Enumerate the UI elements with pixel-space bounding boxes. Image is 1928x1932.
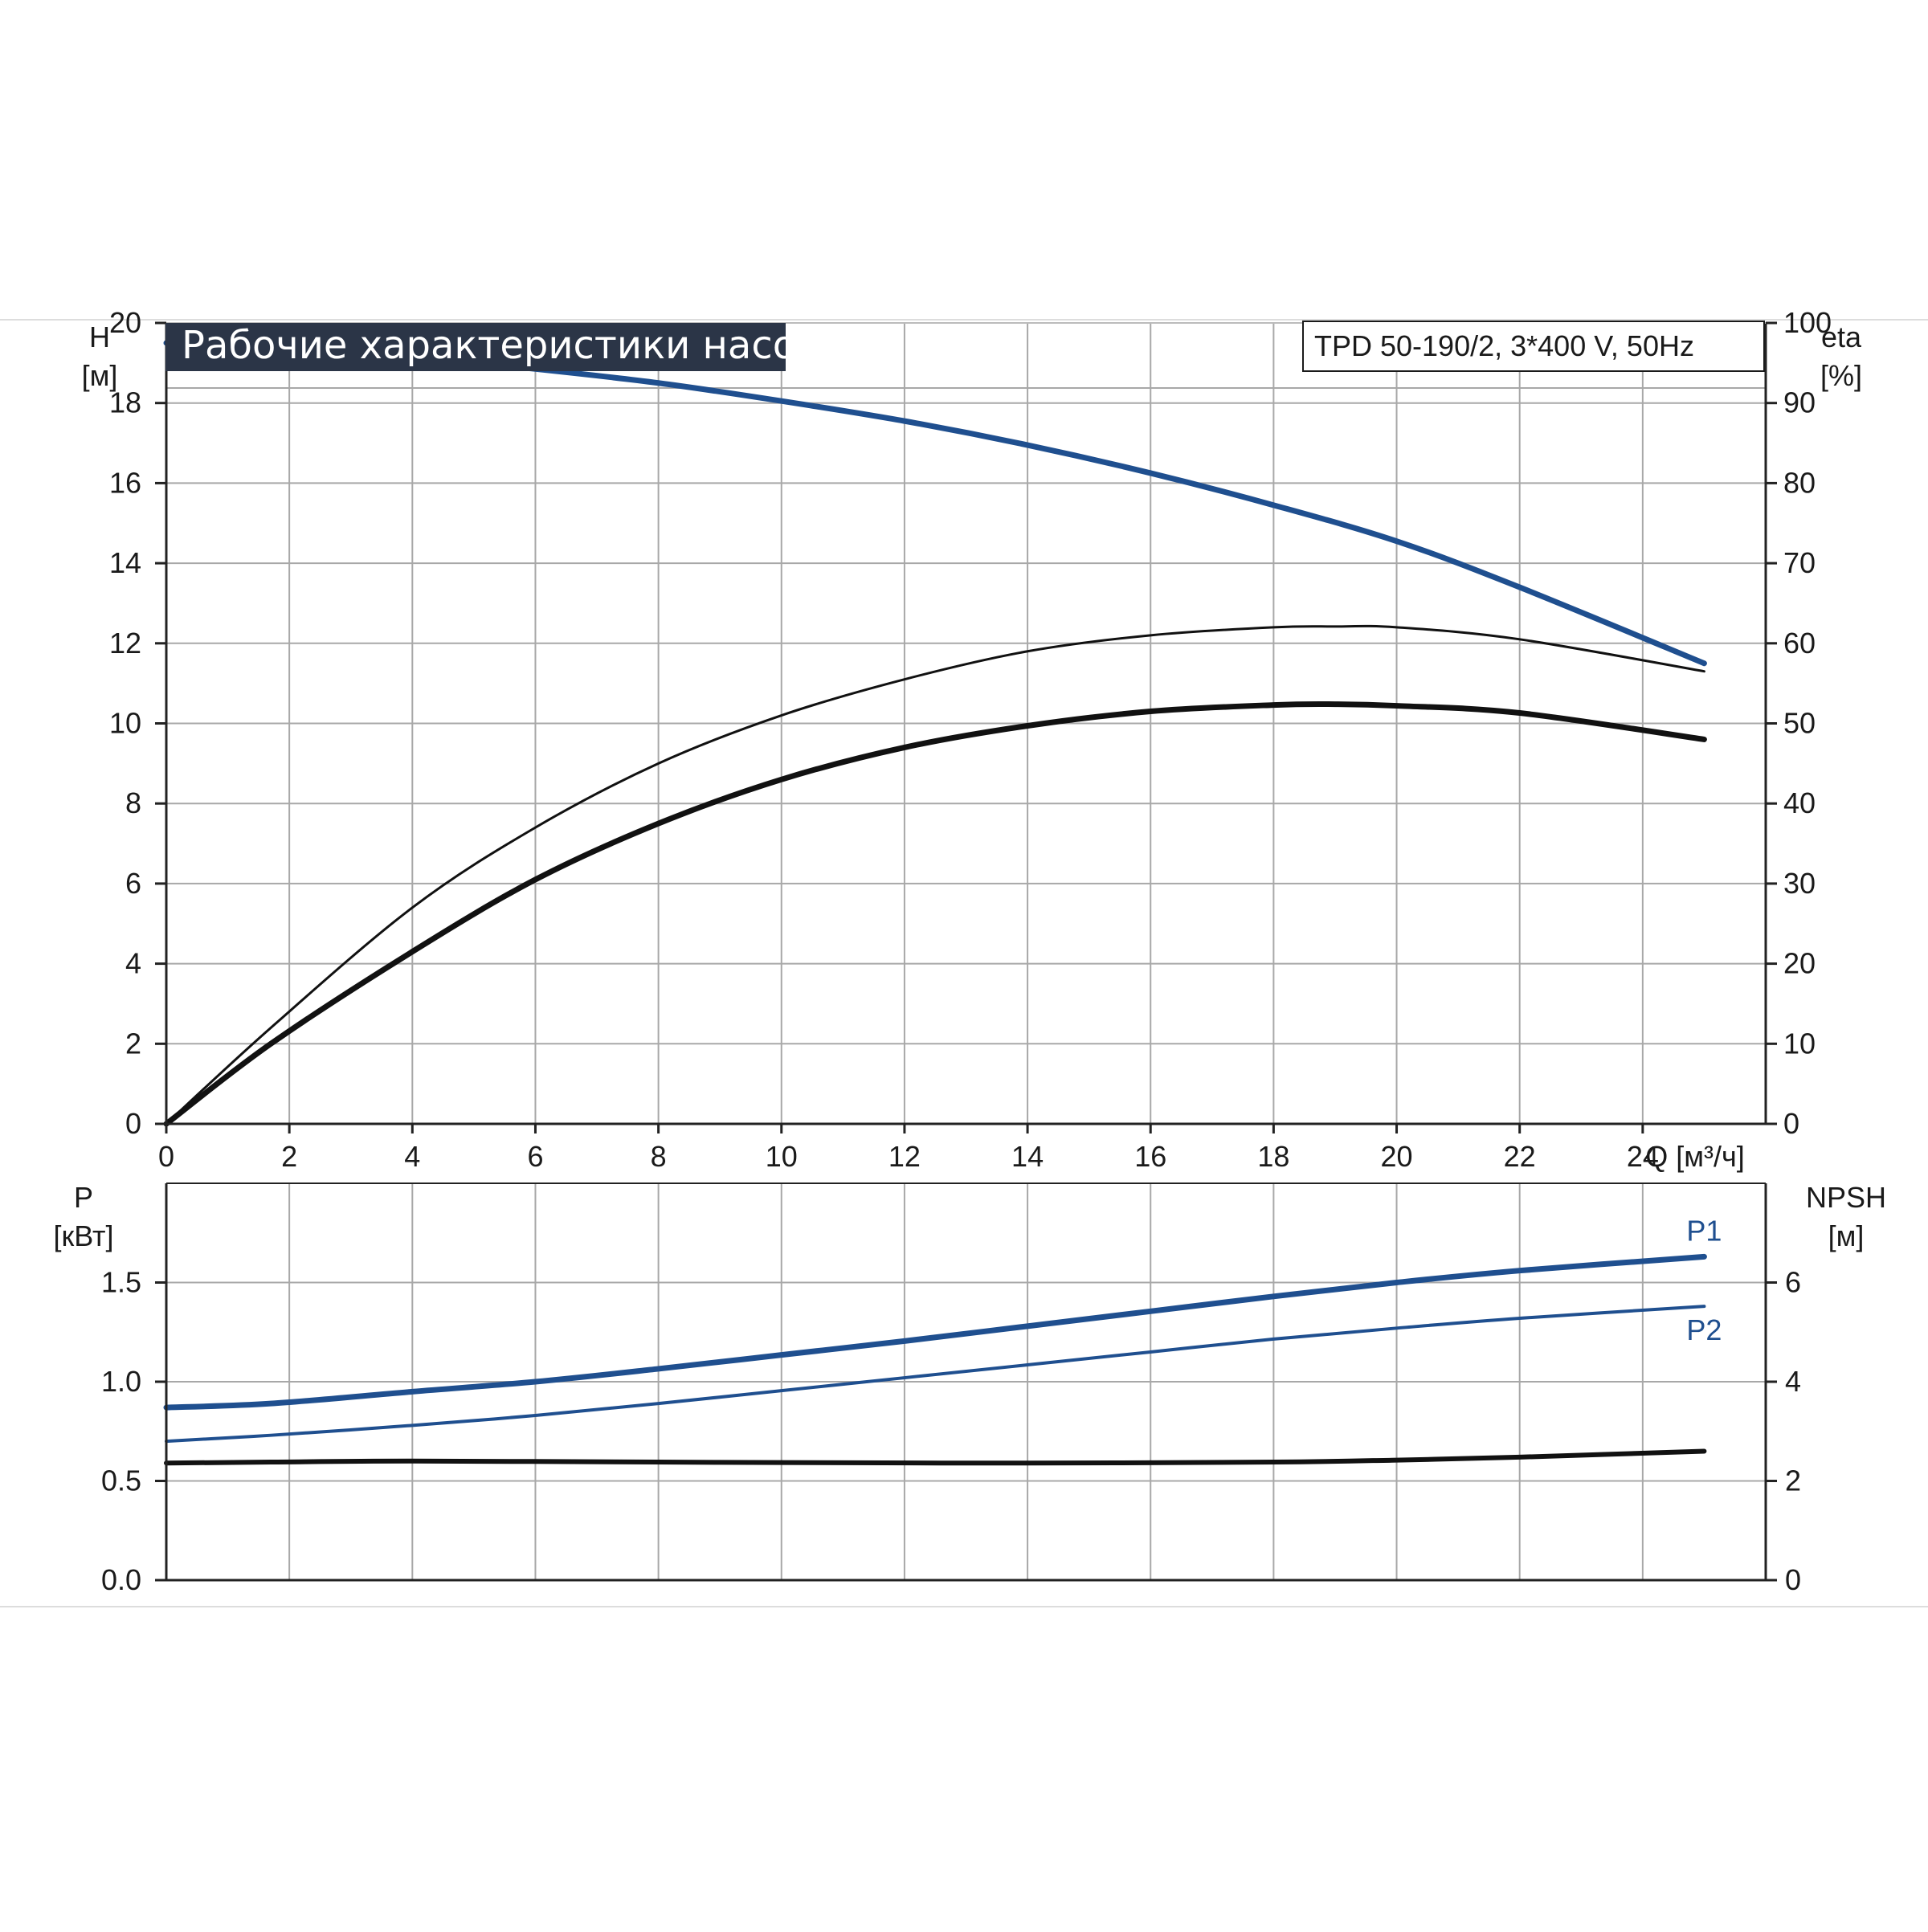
model-label: TPD 50-190/2, 3*400 V, 50Hz xyxy=(1314,329,1694,362)
x-axis-title: Q [м³/ч] xyxy=(1645,1140,1745,1173)
upper-left-tick-label: 6 xyxy=(125,867,141,900)
lower-right-axis-title: NPSH xyxy=(1806,1181,1886,1214)
upper-right-tick-label: 80 xyxy=(1783,466,1816,499)
upper-left-axis-title: H xyxy=(89,321,110,353)
upper-right-axis-title: eta xyxy=(1821,321,1862,353)
upper-right-tick-label: 90 xyxy=(1783,386,1816,419)
x-tick-label: 4 xyxy=(404,1140,420,1173)
lower-right-tick-label: 0 xyxy=(1785,1563,1801,1596)
upper-right-tick-label: 70 xyxy=(1783,546,1816,579)
lower-left-tick-label: 1.5 xyxy=(101,1266,141,1299)
upper-left-tick-label: 0 xyxy=(125,1107,141,1140)
upper-right-tick-label: 0 xyxy=(1783,1107,1799,1140)
upper-right-tick-label: 20 xyxy=(1783,947,1816,980)
efficiency-curve-lower xyxy=(163,701,1707,1127)
upper-right-tick-label: 10 xyxy=(1783,1027,1816,1060)
p1-series-label: P1 xyxy=(1686,1214,1722,1247)
upper-left-axis-title: [м] xyxy=(82,359,118,392)
x-tick-label: 22 xyxy=(1504,1140,1536,1173)
upper-left-tick-label: 2 xyxy=(125,1027,141,1060)
upper-right-tick-label: 30 xyxy=(1783,867,1816,900)
upper-grid xyxy=(166,322,1767,1124)
upper-left-tick-label: 4 xyxy=(125,947,141,980)
p2-power-curve xyxy=(165,1305,1706,1444)
upper-right-tick-label: 60 xyxy=(1783,627,1816,660)
lower-left-tick-label: 1.0 xyxy=(101,1365,141,1398)
upper-right-tick-label: 50 xyxy=(1783,707,1816,740)
p1-power-curve xyxy=(163,1253,1707,1411)
upper-left-tick-label: 16 xyxy=(109,466,141,499)
upper-left-tick-label: 8 xyxy=(125,786,141,819)
upper-left-tick-label: 18 xyxy=(109,386,141,419)
lower-right-tick-label: 2 xyxy=(1785,1464,1801,1497)
upper-left-tick-label: 20 xyxy=(109,306,141,339)
x-tick-label: 20 xyxy=(1381,1140,1413,1173)
lower-right-tick-label: 6 xyxy=(1785,1266,1801,1299)
x-tick-label: 6 xyxy=(527,1140,543,1173)
x-tick-label: 0 xyxy=(158,1140,174,1173)
x-tick-label: 24 xyxy=(1627,1140,1659,1173)
x-tick-label: 18 xyxy=(1257,1140,1289,1173)
lower-right-axis-title: [м] xyxy=(1828,1219,1865,1252)
upper-left-tick-label: 10 xyxy=(109,707,141,740)
model-label-box xyxy=(1302,321,1765,372)
x-tick-label: 12 xyxy=(888,1140,921,1173)
upper-left-tick-label: 12 xyxy=(109,627,141,660)
p2-series-label: P2 xyxy=(1686,1313,1722,1346)
lower-right-tick-label: 4 xyxy=(1785,1365,1801,1398)
tick-labels-layer: 0246810121416182001020304050607080901000… xyxy=(53,306,1886,1596)
lower-grid xyxy=(166,1183,1767,1580)
efficiency-curve-upper xyxy=(165,624,1705,1125)
upper-right-tick-label: 40 xyxy=(1783,786,1816,819)
x-tick-label: 2 xyxy=(281,1140,297,1173)
lower-left-axis-title: [кВт] xyxy=(53,1219,113,1252)
lower-series-layer: P1 P2 xyxy=(163,1214,1722,1466)
x-tick-label: 10 xyxy=(766,1140,798,1173)
x-tick-label: 14 xyxy=(1011,1140,1044,1173)
title-box xyxy=(165,323,786,371)
x-tick-label: 8 xyxy=(651,1140,667,1173)
lower-left-axis-title: P xyxy=(74,1181,93,1214)
chart-title: Рабочие характеристики насоса xyxy=(182,323,841,368)
npsh-curve xyxy=(164,1448,1707,1466)
lower-left-tick-label: 0.5 xyxy=(101,1464,141,1497)
upper-right-tick-label: 100 xyxy=(1783,306,1832,339)
x-tick-label: 16 xyxy=(1134,1140,1166,1173)
upper-left-tick-label: 14 xyxy=(109,546,141,579)
upper-right-axis-title: [%] xyxy=(1820,359,1862,392)
lower-left-tick-label: 0.0 xyxy=(101,1563,141,1596)
